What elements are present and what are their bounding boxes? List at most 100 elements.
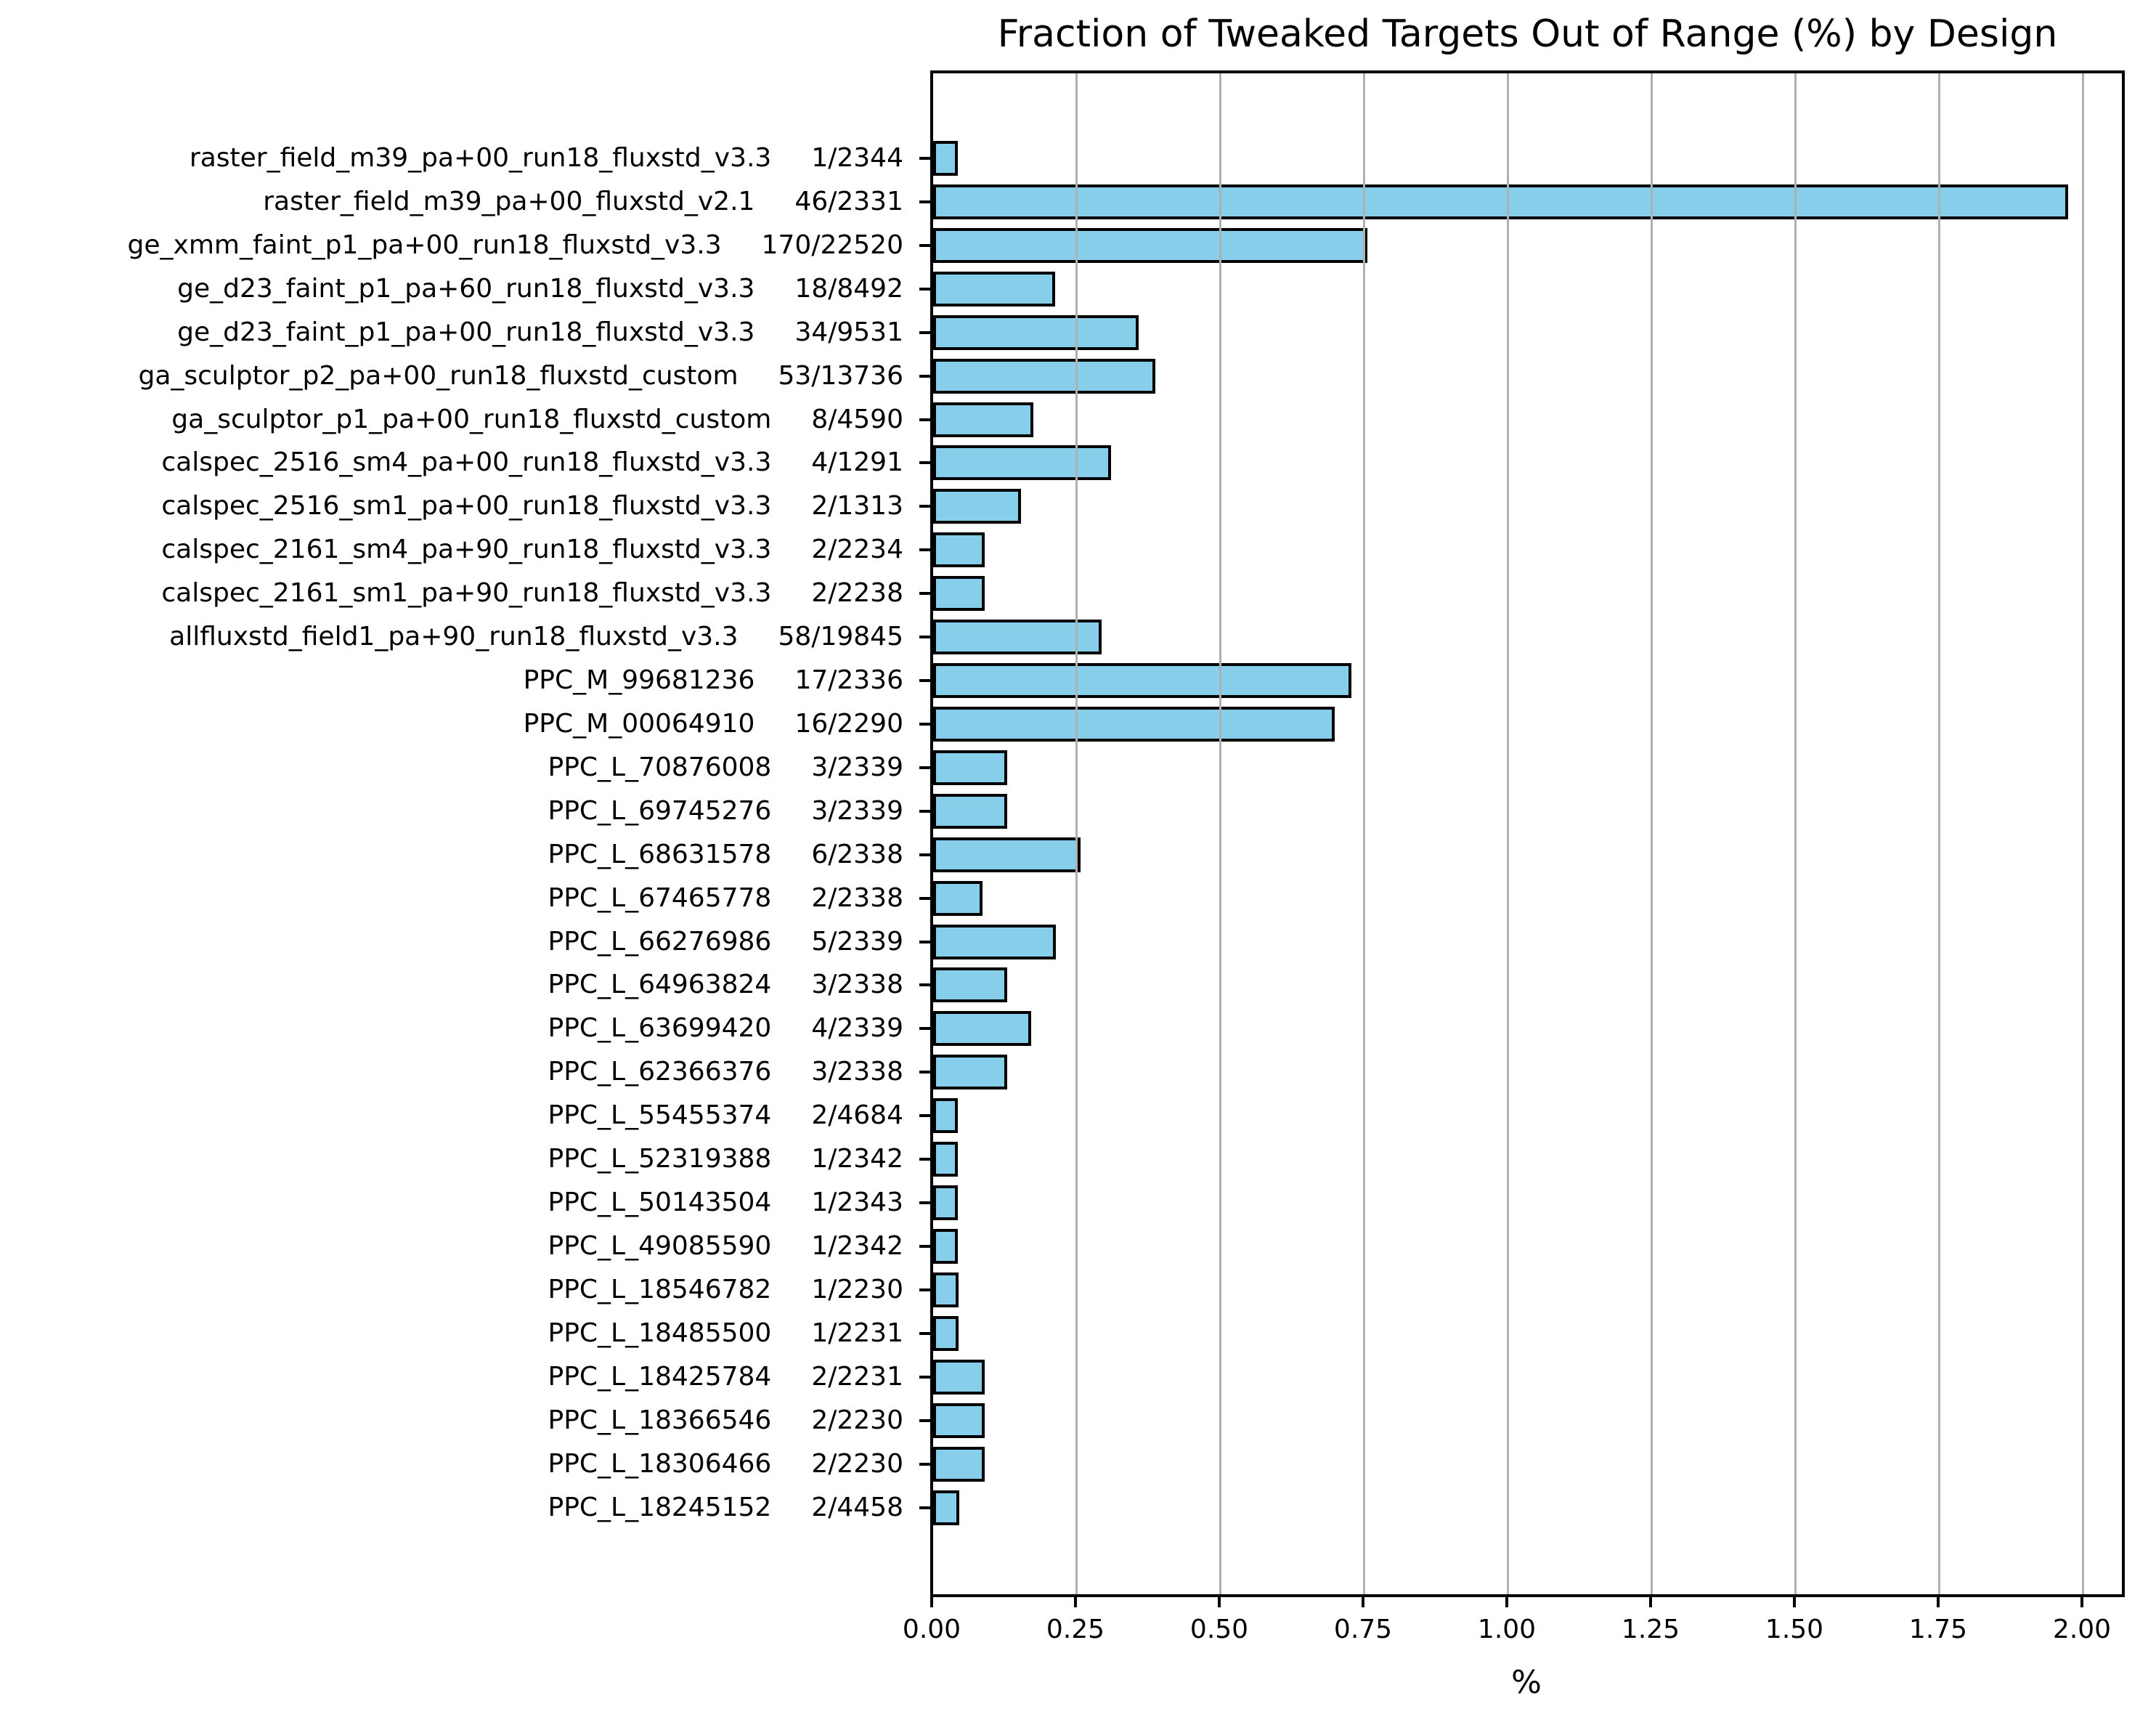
design-name: PPC_L_68631578 xyxy=(548,840,772,869)
bar xyxy=(933,228,1367,263)
y-tick xyxy=(919,1201,932,1204)
y-tick-label: PPC_L_62366376 3/2338 xyxy=(0,1056,903,1088)
grid-line xyxy=(1794,73,1797,1594)
count-label: 6/2338 xyxy=(811,840,903,869)
y-tick xyxy=(919,418,932,421)
y-tick-label: PPC_L_64963824 3/2338 xyxy=(0,969,903,1001)
y-tick-label: calspec_2516_sm4_pa+00_run18_fluxstd_v3.… xyxy=(0,447,903,479)
design-name: raster_field_m39_pa+00_fluxstd_v2.1 xyxy=(263,187,755,216)
y-tick-label: PPC_L_55455374 2/4684 xyxy=(0,1100,903,1132)
y-tick xyxy=(919,1027,932,1030)
count-label: 3/2338 xyxy=(811,1057,903,1087)
count-label: 170/22520 xyxy=(761,230,903,260)
count-label: 3/2339 xyxy=(811,752,903,782)
bar xyxy=(933,1272,959,1307)
x-tick xyxy=(1074,1594,1077,1607)
bar xyxy=(933,141,958,176)
design-name: PPC_L_55455374 xyxy=(548,1100,772,1130)
design-name: raster_field_m39_pa+00_run18_fluxstd_v3.… xyxy=(189,143,772,173)
count-label: 2/2238 xyxy=(811,578,903,608)
y-tick-label: ga_sculptor_p2_pa+00_run18_fluxstd_custo… xyxy=(0,360,903,392)
bar xyxy=(933,1055,1007,1089)
count-label: 5/2339 xyxy=(811,927,903,957)
design-name: PPC_L_62366376 xyxy=(548,1057,772,1087)
bar xyxy=(933,576,985,611)
x-tick-label: 0.75 xyxy=(1333,1615,1393,1644)
count-label: 2/2234 xyxy=(811,535,903,564)
design-name: calspec_2161_sm1_pa+90_run18_fluxstd_v3.… xyxy=(161,578,772,608)
y-tick-label: calspec_2161_sm4_pa+90_run18_fluxstd_v3.… xyxy=(0,534,903,566)
design-name: PPC_L_18425784 xyxy=(548,1362,772,1392)
y-tick xyxy=(919,1419,932,1422)
count-label: 4/2339 xyxy=(811,1013,903,1043)
y-tick-label: PPC_L_18366546 2/2230 xyxy=(0,1405,903,1437)
y-tick xyxy=(919,723,932,726)
design-name: PPC_L_69745276 xyxy=(548,796,772,826)
grid-line xyxy=(1075,73,1078,1594)
y-tick xyxy=(919,1245,932,1248)
x-tick-label: 2.00 xyxy=(2052,1615,2112,1644)
y-tick xyxy=(919,375,932,378)
y-tick-label: allfluxstd_field1_pa+90_run18_fluxstd_v3… xyxy=(0,621,903,653)
design-name: PPC_L_70876008 xyxy=(548,752,772,782)
x-tick xyxy=(1218,1594,1221,1607)
x-tick xyxy=(1362,1594,1364,1607)
y-tick-label: PPC_M_99681236 17/2336 xyxy=(0,665,903,697)
x-axis-label: % xyxy=(1511,1664,1542,1701)
x-tick xyxy=(2080,1594,2083,1607)
bar xyxy=(933,315,1139,350)
grid-line xyxy=(1219,73,1221,1594)
y-tick xyxy=(919,853,932,856)
y-tick xyxy=(919,679,932,682)
count-label: 2/2230 xyxy=(811,1449,903,1479)
y-tick-label: PPC_L_18425784 2/2231 xyxy=(0,1361,903,1393)
design-name: ge_xmm_faint_p1_pa+00_run18_fluxstd_v3.3 xyxy=(127,230,722,260)
y-tick xyxy=(919,1332,932,1335)
design-name: ge_d23_faint_p1_pa+60_run18_fluxstd_v3.3 xyxy=(177,274,755,304)
bar xyxy=(933,272,1055,307)
x-tick xyxy=(1937,1594,1940,1607)
y-tick xyxy=(919,1071,932,1073)
design-name: PPC_L_64963824 xyxy=(548,970,772,999)
bar xyxy=(933,925,1056,959)
grid-line xyxy=(1507,73,1509,1594)
y-tick-label: PPC_L_18485500 1/2231 xyxy=(0,1318,903,1349)
count-label: 2/2230 xyxy=(811,1405,903,1435)
design-name: PPC_L_67465778 xyxy=(548,883,772,913)
y-tick xyxy=(919,244,932,247)
y-tick xyxy=(919,1288,932,1291)
x-tick-label: 0.00 xyxy=(902,1615,961,1644)
design-name: PPC_M_99681236 xyxy=(523,665,755,695)
grid-line xyxy=(1363,73,1365,1594)
count-label: 34/9531 xyxy=(794,317,903,347)
design-name: ga_sculptor_p1_pa+00_run18_fluxstd_custo… xyxy=(171,405,772,434)
y-tick-label: PPC_L_18546782 1/2230 xyxy=(0,1274,903,1306)
y-tick-label: PPC_L_18245152 2/4458 xyxy=(0,1492,903,1524)
y-tick-label: PPC_L_68631578 6/2338 xyxy=(0,839,903,871)
count-label: 46/2331 xyxy=(794,187,903,216)
y-tick-label: PPC_L_52319388 1/2342 xyxy=(0,1143,903,1175)
y-tick-label: calspec_2161_sm1_pa+90_run18_fluxstd_v3.… xyxy=(0,577,903,609)
y-tick xyxy=(919,897,932,900)
count-label: 2/2338 xyxy=(811,883,903,913)
y-tick-label: PPC_L_66276986 5/2339 xyxy=(0,926,903,958)
count-label: 2/2231 xyxy=(811,1362,903,1392)
y-tick-label: PPC_L_49085590 1/2342 xyxy=(0,1230,903,1262)
bar xyxy=(933,1142,958,1177)
design-name: PPC_L_18306466 xyxy=(548,1449,772,1479)
grid-line xyxy=(2082,73,2084,1594)
y-tick xyxy=(919,941,932,943)
y-tick xyxy=(919,1506,932,1509)
design-name: PPC_L_63699420 xyxy=(548,1013,772,1043)
y-tick-label: raster_field_m39_pa+00_run18_fluxstd_v3.… xyxy=(0,142,903,174)
x-tick xyxy=(930,1594,933,1607)
grid-line xyxy=(1651,73,1653,1594)
y-tick-label: PPC_L_70876008 3/2339 xyxy=(0,752,903,784)
y-tick-label: ge_xmm_faint_p1_pa+00_run18_fluxstd_v3.3… xyxy=(0,230,903,261)
y-tick xyxy=(919,505,932,508)
bar xyxy=(933,1360,985,1395)
count-label: 16/2290 xyxy=(794,709,903,739)
bar xyxy=(933,1229,958,1264)
y-tick xyxy=(919,636,932,638)
chart-title: Fraction of Tweaked Targets Out of Range… xyxy=(997,12,2058,56)
